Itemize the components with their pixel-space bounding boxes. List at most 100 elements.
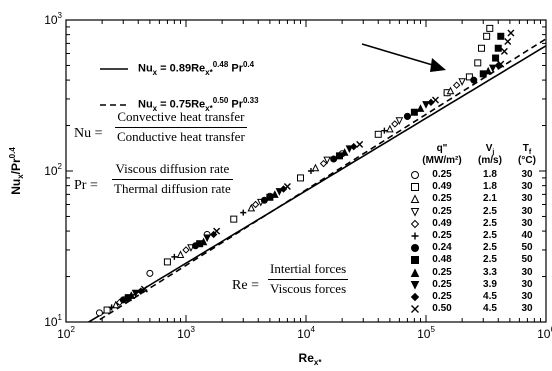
equation-dashed-pr: Pr [231,98,243,111]
data-point-tridown-filled-0 [131,289,140,298]
legend-row: 0.25 2.5 30 [408,206,548,218]
data-point-circle-filled-5 [470,76,478,84]
legend-t-11: 30 [521,303,533,315]
legend-marker-cell [408,303,422,318]
data-point-triangle-open-4 [386,124,394,133]
equation-dashed-lhs-sub: x [152,103,158,113]
nu-definition-eq: = [94,126,103,141]
legend-marker-cross [411,305,419,314]
legend-header-1: Vj [485,143,495,156]
data-point-square-open-7 [474,59,482,67]
pr-definition-denominator: Thermal diffusion rate [114,180,231,196]
legend-v-10: 4.5 [483,291,497,302]
legend-marker-shape-square-open [411,183,419,192]
legend-row: 0.25 1.8 30 [408,169,548,181]
data-point-cross-5 [497,60,505,68]
legend-row: 0.25 3.3 30 [408,267,548,279]
legend-v-5: 2.5 [483,230,497,241]
data-point-square-open-3 [297,174,305,182]
pr-definition-fraction: Viscous diffusion rate Thermal diffusion… [112,161,233,197]
legend-t-2: 30 [521,193,533,205]
legend-marker-diamond-filled [410,292,420,302]
data-point-triangle-filled-4 [416,104,425,112]
legend-header-row: q" Vj Tf [408,143,548,156]
legend-marker-tridown-filled [410,280,420,290]
legend-marker-cell [408,291,422,306]
re-definition-symbol: Re [232,278,248,293]
legend-q-8: 0.25 [432,266,452,278]
legend-unit-2: (°C) [518,155,536,166]
legend-t-8: 30 [521,266,533,278]
data-point-triangle-open-3 [311,163,320,172]
legend-v-7: 2.5 [483,254,497,266]
legend-v-4: 2.5 [483,217,497,229]
legend-t-10: 30 [521,291,533,302]
pr-definition-numerator: Viscous diffusion rate [112,161,233,180]
data-point-diamond-open-1 [182,246,190,254]
legend-row: 0.24 2.5 50 [408,242,548,254]
legend-marker-diamond-open [410,219,420,229]
x-tick-label-4: 106 [537,325,552,341]
legend-v-1: 1.8 [483,181,497,193]
legend-q-3: 0.25 [432,205,452,217]
legend-v-0: 1.8 [483,169,497,180]
data-point-square-open-4 [374,130,382,138]
legend-marker-cell [408,218,422,233]
equation-solid-lhs: Nu [138,62,153,75]
legend-q-5: 0.25 [432,230,452,241]
legend-v-11: 4.5 [483,303,497,315]
annotation-arrow-head [430,58,446,72]
legend-q-1: 0.49 [432,181,452,193]
data-point-square-open-2 [230,215,238,223]
legend-q-7: 0.48 [432,254,452,266]
legend-v-2: 2.1 [483,193,497,205]
data-point-triangle-open-1 [176,250,185,258]
data-point-triangle-open-2 [247,203,256,212]
legend-row: 0.49 2.5 30 [408,218,548,230]
equation-solid-rhs: 0.89Re [169,62,206,75]
data-point-triangle-open-0 [111,300,120,309]
equation-dashed: Nux = 0.75Rex*0.50 Pr0.33 [138,96,259,113]
re-definition-label: Re = [232,278,259,294]
data-point-tridown-filled-5 [488,64,497,73]
x-tick-label-3: 105 [417,325,435,341]
legend-unit-0: (MW/m²) [422,155,462,166]
legend-marker-shape-triangle-open [410,194,420,204]
data-point-diamond-open-2 [251,200,260,209]
legend-marker-square-filled [411,256,419,265]
data-point-square-filled-6 [492,54,500,62]
legend-unit-1: (m/s) [478,155,502,166]
re-definition-denominator: Viscous forces [270,280,347,296]
legend-t-4: 30 [521,217,533,229]
legend-marker-cell [408,267,422,282]
nu-definition-fraction: Convective heat transfer Conductive heat… [115,109,247,145]
nu-definition-denominator: Conductive heat transfer [117,128,245,144]
data-point-square-open-1 [163,258,171,266]
legend-marker-plus [411,232,419,240]
legend-marker-shape-square-filled [411,256,419,265]
re-definition-eq: = [251,278,259,293]
legend-marker-circle-filled [411,244,419,253]
legend-q-11: 0.50 [432,303,452,315]
data-point-tridown-open-3 [323,156,331,165]
legend-marker-shape-plus [411,232,419,240]
legend-marker-cell [408,181,422,196]
legend-q-2: 0.25 [432,193,452,205]
data-point-plus-4 [381,127,388,134]
nu-definition-symbol: Nu [74,126,92,141]
data-point-triangle-filled-1 [199,237,208,246]
legend-row: 0.48 2.5 50 [408,254,548,266]
legend-t-9: 30 [521,278,533,290]
nu-definition-numerator: Convective heat transfer [115,109,247,128]
data-point-triangle-filled-0 [127,291,136,299]
legend-row: 0.50 4.5 30 [408,303,548,315]
legend-marker-shape-tridown-filled [410,280,420,290]
data-point-triangle-filled-2 [271,190,279,198]
legend-marker-cell [408,169,422,184]
legend-q-10: 0.25 [432,291,452,302]
legend-q-6: 0.24 [432,242,452,254]
data-point-tridown-filled-1 [203,234,211,243]
legend-t-6: 50 [521,242,533,254]
legend-marker-shape-diamond-open [410,219,420,229]
data-point-cross-2 [283,182,291,190]
